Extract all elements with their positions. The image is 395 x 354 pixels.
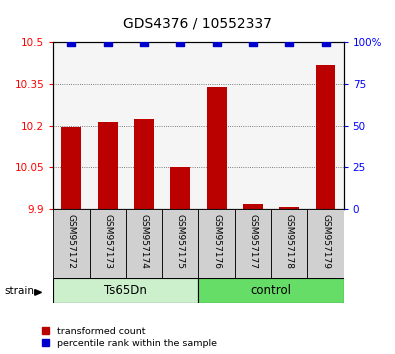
Text: Ts65Dn: Ts65Dn bbox=[104, 284, 147, 297]
Point bbox=[250, 40, 256, 45]
Point bbox=[177, 40, 184, 45]
Text: GSM957179: GSM957179 bbox=[321, 215, 330, 269]
Bar bbox=[90, 209, 126, 278]
Text: GSM957174: GSM957174 bbox=[139, 215, 149, 269]
Bar bbox=[53, 209, 90, 278]
Bar bbox=[243, 204, 263, 209]
Point bbox=[105, 40, 111, 45]
Text: control: control bbox=[250, 284, 292, 297]
Bar bbox=[134, 119, 154, 209]
Bar bbox=[271, 209, 307, 278]
Bar bbox=[98, 121, 118, 209]
Text: strain: strain bbox=[4, 286, 34, 296]
Text: GSM957173: GSM957173 bbox=[103, 215, 112, 269]
Bar bbox=[307, 209, 344, 278]
Text: GSM957176: GSM957176 bbox=[212, 215, 221, 269]
Point bbox=[286, 40, 292, 45]
Bar bbox=[316, 65, 335, 209]
Bar bbox=[53, 278, 199, 303]
Bar bbox=[170, 167, 190, 209]
Legend: transformed count, percentile rank within the sample: transformed count, percentile rank withi… bbox=[42, 327, 217, 348]
Polygon shape bbox=[35, 290, 41, 295]
Bar bbox=[62, 127, 81, 209]
Text: GSM957172: GSM957172 bbox=[67, 215, 76, 269]
Bar bbox=[199, 278, 344, 303]
Bar bbox=[162, 209, 199, 278]
Point bbox=[141, 40, 147, 45]
Bar bbox=[126, 209, 162, 278]
Bar bbox=[199, 209, 235, 278]
Text: GSM957175: GSM957175 bbox=[176, 215, 185, 269]
Text: GDS4376 / 10552337: GDS4376 / 10552337 bbox=[123, 16, 272, 30]
Bar bbox=[279, 207, 299, 209]
Point bbox=[213, 40, 220, 45]
Point bbox=[322, 40, 329, 45]
Bar bbox=[207, 87, 227, 209]
Text: GSM957178: GSM957178 bbox=[285, 215, 294, 269]
Text: GSM957177: GSM957177 bbox=[248, 215, 258, 269]
Bar bbox=[235, 209, 271, 278]
Point bbox=[68, 40, 75, 45]
